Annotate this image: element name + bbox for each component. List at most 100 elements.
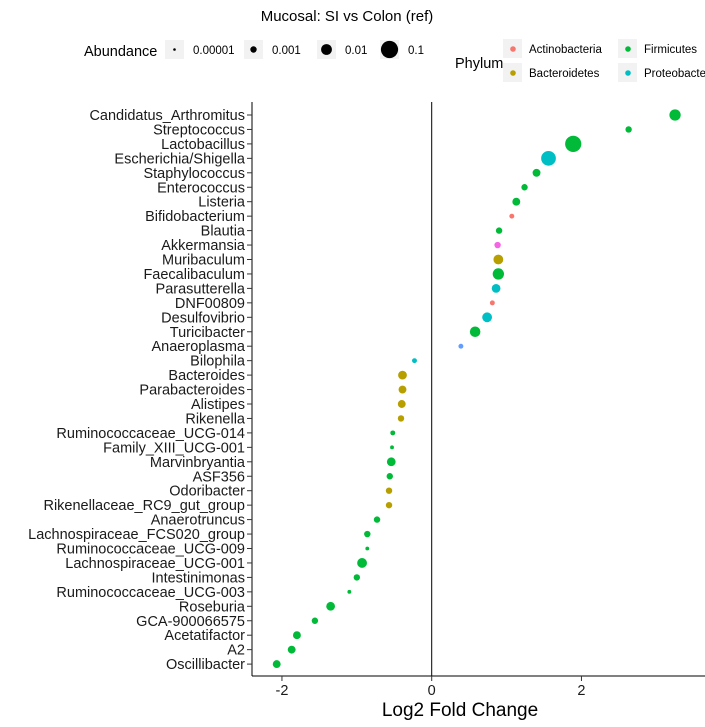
y-tick-label-bacteroides: Bacteroides (168, 368, 245, 384)
y-tick-label-asf356: ASF356 (193, 469, 245, 485)
size-legend-dot (321, 44, 332, 55)
y-tick-label-alistipes: Alistipes (191, 397, 245, 413)
y-tick-label-escherichia-shigella: Escherichia/Shigella (114, 151, 246, 167)
y-tick-label-muribaculum: Muribaculum (162, 253, 245, 269)
data-point-family-xiii-ucg-001 (390, 445, 394, 450)
data-point-anaerotruncus (373, 516, 381, 523)
y-tick-label-blautia: Blautia (201, 224, 246, 240)
data-point-parasutterella (491, 284, 501, 293)
data-point-akkermansia (494, 241, 501, 249)
data-point-marvinbryantia (386, 457, 396, 467)
y-tick-label-bilophila: Bilophila (190, 354, 246, 370)
plot-area: Candidatus_ArthromitusStreptococcusLacto… (28, 102, 705, 699)
data-point-enterococcus (521, 184, 528, 191)
data-point-bilophila (412, 358, 417, 364)
size-legend-label: 0.00001 (193, 45, 235, 57)
color-legend: Phylum Actinobacteria Firmicutes Bacteroid… (455, 39, 705, 82)
color-legend-label-proteobacteria: Proteobacteria (644, 68, 705, 80)
data-point-streptococcus (625, 126, 632, 133)
data-point-turicibacter (469, 326, 481, 338)
data-point-escherichia-shigella (541, 150, 556, 166)
x-axis-label: Log2 Fold Change (382, 700, 538, 721)
y-tick-label-rikenellaceae-rc9-gut-group: Rikenellaceae_RC9_gut_group (43, 498, 245, 514)
y-tick-label-desulfovibrio: Desulfovibrio (161, 310, 245, 326)
chart-title: Mucosal: SI vs Colon (ref) (261, 8, 434, 25)
size-legend-label: 0.01 (345, 45, 367, 57)
y-tick-label-anaeroplasma: Anaeroplasma (152, 339, 246, 355)
data-point-asf356 (386, 473, 393, 480)
data-point-rikenella (397, 415, 405, 422)
data-point-acetatifactor (292, 631, 301, 640)
y-tick-label-odoribacter: Odoribacter (169, 484, 245, 500)
data-point-listeria (512, 197, 521, 206)
y-tick-label-a2: A2 (227, 643, 245, 659)
y-tick-label-parasutterella: Parasutterella (156, 281, 246, 297)
color-legend-label-firmicutes: Firmicutes (644, 44, 697, 56)
data-point-muribaculum (493, 254, 504, 265)
data-point-ruminococcaceae-ucg-003 (347, 589, 352, 594)
y-tick-label-listeria: Listeria (198, 195, 246, 211)
y-tick-label-parabacteroides: Parabacteroides (139, 383, 245, 399)
data-point-oscillibacter (272, 660, 281, 669)
data-point-a2 (287, 645, 296, 654)
y-tick-label-streptococcus: Streptococcus (153, 122, 245, 138)
data-point-faecalibaculum (492, 268, 504, 280)
y-tick-label-family-xiii-ucg-001: Family_XIII_UCG-001 (103, 440, 245, 456)
y-tick-label-roseburia: Roseburia (179, 599, 246, 615)
data-point-lachnospiraceae-fcs020-group (364, 530, 371, 538)
y-tick-label-faecalibaculum: Faecalibaculum (143, 267, 245, 283)
y-tick-label-turicibacter: Turicibacter (170, 325, 245, 341)
color-legend-dot (625, 70, 631, 76)
y-tick-label-intestinimonas: Intestinimonas (152, 570, 246, 586)
y-tick-label-ruminococcaceae-ucg-014: Ruminococcaceae_UCG-014 (56, 426, 245, 442)
data-point-staphylococcus (532, 168, 541, 177)
data-point-parabacteroides (398, 385, 407, 394)
data-point-lactobacillus (565, 135, 582, 152)
x-tick-label: -2 (275, 683, 288, 699)
data-point-dnf00809 (489, 300, 495, 306)
x-tick-label: 2 (577, 683, 585, 699)
y-tick-label-marvinbryantia: Marvinbryantia (150, 455, 246, 471)
data-point-intestinimonas (353, 574, 361, 581)
size-legend-dot (250, 46, 257, 53)
data-point-roseburia (326, 601, 335, 611)
color-legend-dot (510, 46, 516, 52)
data-point-bacteroides (398, 370, 407, 380)
size-legend-dot (173, 48, 176, 51)
color-legend-dot (510, 70, 516, 76)
y-tick-label-lachnospiraceae-ucg-001: Lachnospiraceae_UCG-001 (65, 556, 245, 572)
x-tick-label: 0 (428, 683, 436, 699)
data-point-odoribacter (385, 487, 393, 494)
y-tick-label-dnf00809: DNF00809 (175, 296, 245, 312)
data-point-ruminococcaceae-ucg-014 (390, 430, 396, 436)
color-legend-label-actinobacteria: Actinobacteria (529, 44, 602, 56)
color-legend-dot (625, 46, 631, 52)
data-point-desulfovibrio (482, 312, 493, 323)
y-tick-label-gca-900066575: GCA-900066575 (136, 614, 245, 630)
size-legend-dot (380, 40, 399, 59)
y-tick-label-ruminococcaceae-ucg-009: Ruminococcaceae_UCG-009 (56, 542, 245, 558)
size-legend-label: 0.1 (408, 45, 424, 57)
y-tick-label-lachnospiraceae-fcs020-group: Lachnospiraceae_FCS020_group (28, 527, 245, 543)
y-tick-label-ruminococcaceae-ucg-003: Ruminococcaceae_UCG-003 (56, 585, 245, 601)
y-tick-label-enterococcus: Enterococcus (157, 180, 245, 196)
data-point-alistipes (397, 400, 406, 408)
y-tick-label-candidatus-arthromitus: Candidatus_Arthromitus (89, 108, 245, 124)
y-tick-label-bifidobacterium: Bifidobacterium (145, 209, 245, 225)
size-legend-label: 0.001 (272, 45, 301, 57)
data-point-bifidobacterium (509, 213, 515, 219)
data-point-blautia (495, 227, 503, 234)
data-point-candidatus-arthromitus (669, 109, 681, 121)
data-point-lachnospiraceae-ucg-001 (357, 558, 367, 568)
y-tick-label-acetatifactor: Acetatifactor (164, 628, 245, 644)
y-tick-label-rikenella: Rikenella (185, 411, 246, 427)
y-tick-label-anaerotruncus: Anaerotruncus (151, 513, 245, 529)
data-point-rikenellaceae-rc9-gut-group (385, 501, 393, 509)
data-point-ruminococcaceae-ucg-009 (365, 546, 370, 551)
size-legend-title: Abundance (84, 44, 157, 60)
color-legend-title: Phylum (455, 56, 503, 72)
data-point-gca-900066575 (311, 617, 319, 624)
y-tick-label-lactobacillus: Lactobacillus (161, 137, 245, 153)
color-legend-label-bacteroidetes: Bacteroidetes (529, 68, 600, 80)
